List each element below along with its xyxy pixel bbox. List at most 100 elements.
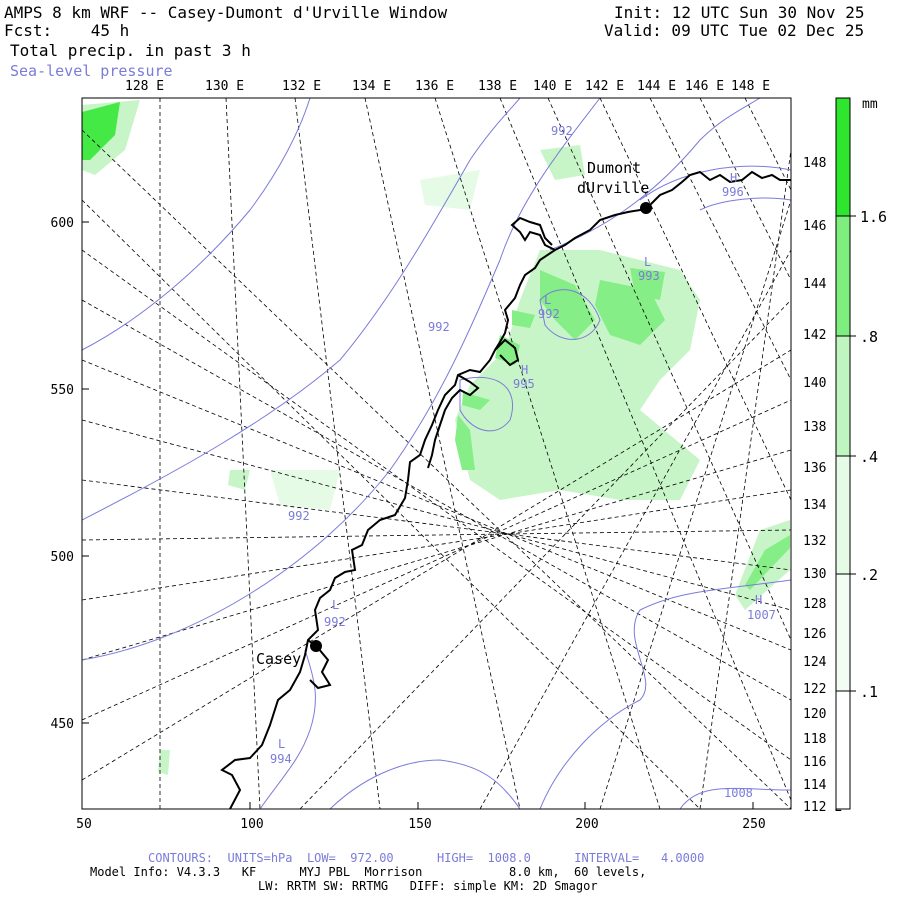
fcst-label: Fcst:	[4, 21, 53, 40]
isobar	[679, 787, 791, 809]
grid-line	[225, 98, 261, 809]
right-lon-label: 114 E	[803, 778, 842, 793]
right-lon-label: 142 E	[803, 328, 842, 343]
precip-area	[630, 268, 665, 300]
grid-lines	[82, 98, 791, 809]
right-lon-label: 134 E	[803, 498, 842, 513]
right-lon-label: 126 E	[803, 627, 842, 642]
isobar	[699, 197, 791, 211]
colorbar-swatch-min	[836, 691, 850, 809]
colorbar-unit: mm	[862, 97, 878, 112]
dumont-label-line2: dUrville	[577, 179, 649, 197]
colorbar-label: .2	[860, 566, 878, 584]
right-lon-label: 148 E	[803, 156, 842, 171]
physics-info: LW: RRTM SW: RRTMG DIFF: simple KM: 2D S…	[258, 879, 598, 893]
grid-line	[82, 449, 791, 661]
precip-shading	[82, 100, 790, 775]
x-axis-label: 150	[408, 817, 431, 832]
pressure-value: 993	[638, 269, 660, 283]
x-axis-label: 50	[76, 817, 92, 832]
pressure-value: 995	[513, 377, 535, 391]
y-axis-label: 500	[51, 550, 74, 565]
coastline-peninsula	[510, 216, 556, 251]
top-lon-label: 128 E	[125, 79, 164, 94]
isobar	[82, 98, 521, 521]
grid-line	[82, 129, 791, 809]
x-axis-labels: 50 100 150 200 250	[76, 817, 766, 832]
pressure-center-tag: L	[644, 255, 651, 269]
right-lon-label: 112 E	[803, 800, 842, 815]
valid-time: Valid: 09 UTC Tue 02 Dec 25	[604, 21, 865, 40]
top-lon-label: 138 E	[478, 79, 517, 94]
pressure-contours	[82, 98, 791, 809]
top-lon-label: 136 E	[415, 79, 454, 94]
isobar	[549, 98, 761, 251]
field-label: Total precip. in past 3 h	[10, 41, 251, 60]
x-axis-label: 100	[240, 817, 263, 832]
precip-area	[462, 392, 490, 410]
isobar	[82, 98, 601, 661]
y-axis-label: 600	[51, 216, 74, 231]
top-lon-label: 142 E	[585, 79, 624, 94]
pressure-center-tag: L	[278, 737, 285, 751]
x-axis-label: 250	[742, 817, 765, 832]
pressure-center-tag: H	[521, 363, 528, 377]
pressure-value: 992	[288, 509, 310, 523]
precip-area	[270, 470, 340, 510]
right-lon-label: 136 E	[803, 461, 842, 476]
precip-area	[420, 170, 480, 210]
pressure-center-tag: H	[730, 171, 737, 185]
y-axis-label: 450	[51, 717, 74, 732]
precip-area	[540, 145, 585, 180]
grid-line	[499, 98, 791, 801]
contour-info: CONTOURS: UNITS=hPa LOW= 972.00 HIGH= 10…	[148, 851, 705, 865]
top-lon-label: 146 E	[685, 79, 724, 94]
grid-line	[299, 299, 791, 809]
right-lon-label: 124 E	[803, 655, 842, 670]
precip-area	[158, 750, 170, 775]
grid-line	[479, 249, 791, 809]
axis-ticks	[81, 221, 754, 809]
right-lon-label: 140 E	[803, 376, 842, 391]
overlay-label: Sea-level pressure	[10, 62, 173, 80]
top-lon-label: 140 E	[533, 79, 572, 94]
right-lon-label: 130 E	[803, 567, 842, 582]
right-lon-label: 118 E	[803, 732, 842, 747]
x-axis-label: 200	[575, 817, 598, 832]
grid-line	[82, 529, 791, 541]
right-lon-label: 116 E	[803, 755, 842, 770]
grid-line	[599, 199, 791, 809]
colorbar-label: .8	[860, 328, 878, 346]
isobar	[259, 649, 316, 809]
precip-area	[82, 102, 120, 160]
coastline-bay	[494, 338, 520, 367]
pressure-value: 1007	[747, 608, 776, 622]
grid-line	[82, 489, 791, 601]
grid-line	[82, 419, 791, 611]
grid-line	[294, 98, 381, 809]
pressure-center-tag: H	[755, 593, 762, 607]
pressure-value: 996	[722, 185, 744, 199]
isobar	[82, 98, 311, 351]
precip-area	[455, 415, 475, 470]
grid-line	[82, 249, 791, 761]
colorbar-swatch-1-6	[836, 98, 850, 216]
top-lon-label: 134 E	[352, 79, 391, 94]
pressure-value: 992	[551, 124, 573, 138]
right-lon-label: 144 E	[803, 277, 842, 292]
casey-station-marker	[310, 640, 322, 652]
precip-area	[228, 470, 250, 490]
top-lon-label: 144 E	[637, 79, 676, 94]
precip-area	[455, 250, 700, 500]
dumont-label-line1: Dumont	[587, 159, 641, 177]
grid-line	[699, 98, 791, 281]
isobar	[539, 289, 601, 340]
grid-line	[434, 98, 661, 809]
grid-line	[82, 299, 791, 701]
forecast-hour: Fcst: 45 h	[4, 22, 129, 40]
right-lon-label: 120 E	[803, 707, 842, 722]
pressure-center-tag: L	[544, 293, 551, 307]
pressure-value: 994	[270, 752, 292, 766]
colorbar-label: .4	[860, 448, 878, 466]
